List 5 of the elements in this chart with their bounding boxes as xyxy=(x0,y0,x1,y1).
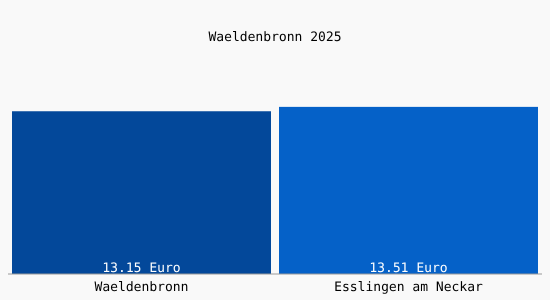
chart-title: Waeldenbronn 2025 xyxy=(207,30,343,45)
x-tick-label: Esslingen am Neckar xyxy=(334,280,484,296)
data-label: 13.15 Euro xyxy=(102,261,181,276)
x-tick-label: Waeldenbronn xyxy=(94,280,188,296)
data-label: 13.51 Euro xyxy=(369,261,448,276)
